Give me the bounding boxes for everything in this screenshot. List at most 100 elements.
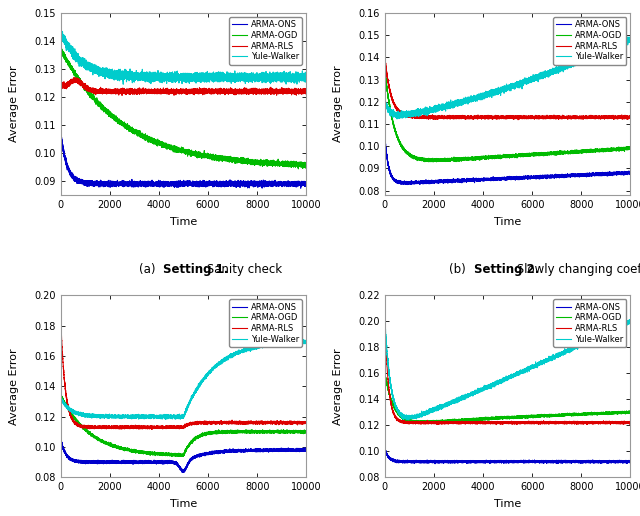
Yule-Walker [303,74,310,80]
Yule-Walker [393,116,401,122]
ARMA-OGD [289,163,297,169]
Legend: ARMA-ONS, ARMA-OGD, ARMA-RLS, Yule-Walker: ARMA-ONS, ARMA-OGD, ARMA-RLS, Yule-Walke… [553,17,626,64]
ARMA-OGD [303,429,310,435]
Legend: ARMA-ONS, ARMA-OGD, ARMA-RLS, Yule-Walker: ARMA-ONS, ARMA-OGD, ARMA-RLS, Yule-Walke… [553,299,626,347]
Text: Setting 2.: Setting 2. [474,263,539,276]
Legend: ARMA-ONS, ARMA-OGD, ARMA-RLS, Yule-Walker: ARMA-ONS, ARMA-OGD, ARMA-RLS, Yule-Walke… [229,17,302,64]
Yule-Walker [289,72,297,78]
Y-axis label: Average Error: Average Error [9,66,19,142]
ARMA-RLS [381,54,388,60]
Line: ARMA-OGD: ARMA-OGD [61,395,307,457]
Yule-Walker [72,55,79,61]
Line: ARMA-ONS: ARMA-ONS [385,137,630,185]
Yule-Walker [626,317,634,323]
ARMA-OGD [382,376,390,382]
ARMA-RLS [501,114,509,120]
Yule-Walker [120,81,127,87]
Line: ARMA-RLS: ARMA-RLS [385,57,630,120]
ARMA-RLS [67,414,75,420]
ARMA-ONS [58,441,66,447]
Yule-Walker [57,28,65,34]
ARMA-ONS [627,458,634,464]
ARMA-ONS [57,130,65,136]
ARMA-RLS [501,419,509,425]
ARMA-ONS [303,447,310,453]
ARMA-ONS [57,436,65,442]
ARMA-ONS [382,448,390,455]
ARMA-OGD [381,369,388,376]
ARMA-OGD [382,78,390,84]
Line: ARMA-OGD: ARMA-OGD [385,71,630,162]
ARMA-OGD [72,71,79,77]
ARMA-RLS [391,414,399,420]
ARMA-ONS [391,458,399,464]
ARMA-RLS [105,89,113,95]
ARMA-OGD [428,159,436,165]
ARMA-RLS [58,80,66,86]
ARMA-OGD [501,153,509,159]
ARMA-RLS [429,114,437,120]
Yule-Walker [623,34,631,40]
ARMA-OGD [58,395,66,401]
ARMA-OGD [391,127,399,133]
Text: Setting 1.: Setting 1. [163,263,228,276]
ARMA-ONS [501,459,509,465]
ARMA-RLS [382,345,390,351]
ARMA-ONS [431,461,439,467]
Yule-Walker [105,413,113,420]
Yule-Walker [382,101,390,107]
ARMA-RLS [57,318,65,324]
Yule-Walker [105,72,113,78]
ARMA-ONS [403,182,411,188]
ARMA-OGD [179,454,186,460]
Line: Yule-Walker: Yule-Walker [61,31,307,84]
Yule-Walker [614,325,621,331]
ARMA-ONS [396,180,403,186]
Y-axis label: Average Error: Average Error [333,348,343,425]
Yule-Walker [161,416,169,422]
Line: ARMA-RLS: ARMA-RLS [61,78,307,95]
Yule-Walker [58,398,66,404]
Yule-Walker [177,413,185,420]
ARMA-OGD [381,68,388,74]
X-axis label: Time: Time [494,217,521,227]
Line: Yule-Walker: Yule-Walker [61,340,307,419]
Yule-Walker [404,417,412,423]
ARMA-OGD [396,411,403,417]
ARMA-ONS [381,134,388,140]
ARMA-RLS [381,319,388,325]
ARMA-RLS [148,426,156,432]
ARMA-ONS [105,181,113,187]
ARMA-RLS [381,54,388,60]
ARMA-RLS [515,117,522,123]
ARMA-OGD [177,148,185,154]
ARMA-ONS [179,469,186,475]
ARMA-OGD [429,157,437,164]
ARMA-RLS [105,423,113,429]
ARMA-OGD [614,409,621,415]
Legend: ARMA-ONS, ARMA-OGD, ARMA-RLS, Yule-Walker: ARMA-ONS, ARMA-OGD, ARMA-RLS, Yule-Walke… [229,299,302,347]
Line: ARMA-OGD: ARMA-OGD [61,48,307,169]
ARMA-RLS [303,89,310,95]
Yule-Walker [58,30,66,36]
Line: Yule-Walker: Yule-Walker [385,320,630,420]
Line: Yule-Walker: Yule-Walker [385,37,630,119]
ARMA-ONS [57,130,65,136]
ARMA-ONS [67,172,75,178]
Yule-Walker [396,110,403,117]
ARMA-ONS [177,466,185,472]
ARMA-ONS [501,175,509,181]
ARMA-OGD [105,110,113,117]
ARMA-ONS [382,147,390,153]
ARMA-RLS [72,419,79,425]
ARMA-RLS [396,417,403,424]
ARMA-ONS [429,459,437,465]
ARMA-RLS [303,419,310,425]
ARMA-RLS [177,424,185,430]
ARMA-OGD [381,68,389,74]
ARMA-ONS [67,457,75,463]
Yule-Walker [382,336,390,343]
ARMA-RLS [627,419,634,425]
Line: ARMA-RLS: ARMA-RLS [61,321,307,429]
Yule-Walker [429,406,437,412]
